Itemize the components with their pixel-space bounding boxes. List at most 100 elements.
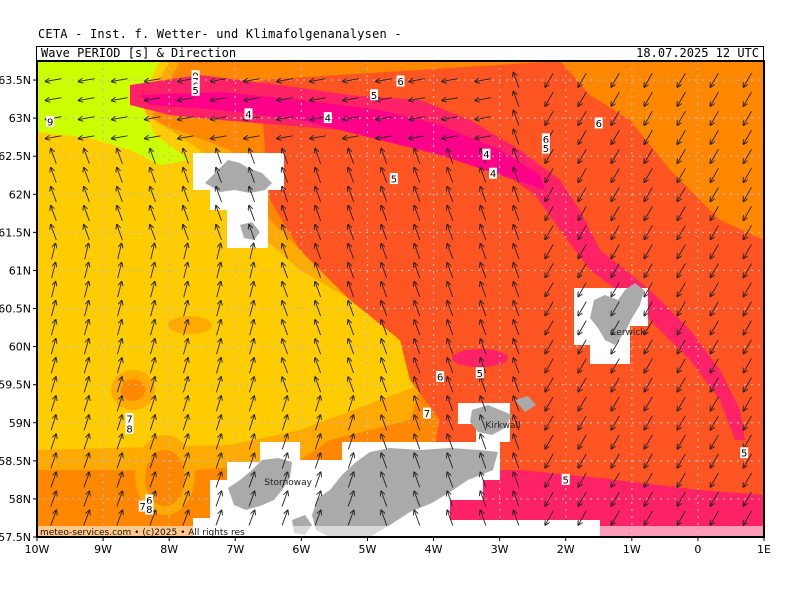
direction-arrow [743,396,752,411]
direction-arrow [84,168,90,183]
direction-arrow [149,510,156,526]
direction-arrow [51,244,56,260]
direction-arrow [282,187,288,202]
direction-arrow [112,117,128,120]
direction-arrow [216,339,221,355]
direction-arrow [182,396,188,412]
direction-arrow [248,472,254,488]
direction-arrow [644,149,653,163]
contour-label: 5 [741,449,747,460]
direction-arrow [248,453,254,469]
contour-label: 7 [140,502,146,513]
direction-arrow [116,377,122,393]
direction-arrow [710,339,719,354]
direction-arrow [277,79,293,82]
contour-label: 4 [490,169,496,180]
map-frame [36,60,765,538]
contour-label-bg [561,473,570,485]
direction-arrow [414,263,421,279]
direction-arrow [545,110,554,125]
direction-arrow [83,377,89,393]
direction-arrow [710,187,719,201]
direction-arrow [578,415,587,430]
contour-label-bg [740,447,749,459]
direction-arrow [381,339,388,355]
direction-arrow [414,168,421,183]
direction-arrow [116,415,122,431]
direction-arrow [348,396,354,412]
direction-arrow [215,453,221,469]
direction-arrow [282,206,288,221]
direction-arrow [79,117,95,120]
direction-arrow [447,472,454,488]
direction-arrow [183,225,189,241]
direction-arrow [216,282,221,298]
direction-arrow [513,149,520,164]
place-label: Lerwick [611,328,646,338]
direction-arrow [117,282,122,298]
direction-arrow [281,510,288,526]
direction-arrow [578,339,587,354]
contour-label-bg [489,167,498,179]
direction-arrow [83,320,88,336]
direction-arrow [644,130,653,144]
direction-arrow [46,136,62,139]
direction-arrow [545,510,554,525]
direction-arrow [480,168,487,183]
lon-tick-label: 1W [623,543,641,556]
direction-arrow [677,168,686,182]
direction-arrow [545,206,554,220]
direction-arrow [644,491,653,506]
direction-arrow [442,136,459,139]
direction-arrow [216,320,221,336]
direction-arrow [677,206,686,220]
direction-arrow [50,339,55,355]
direction-arrow [315,339,322,355]
direction-arrow [743,187,752,201]
direction-arrow [414,396,421,412]
direction-arrow [149,453,155,469]
direction-arrow [84,187,90,202]
direction-arrow [545,91,554,106]
direction-arrow [578,187,587,201]
direction-arrow [743,510,752,525]
contour-label-bg [422,407,431,419]
direction-arrow [149,377,155,393]
direction-arrow [611,206,620,220]
direction-arrow [578,130,587,144]
direction-arrow [84,149,90,164]
direction-arrow [249,187,255,202]
direction-arrow [545,320,554,335]
direction-arrow [578,244,587,258]
direction-arrow [50,415,56,431]
direction-arrow [611,472,620,487]
direction-arrow [347,491,353,507]
direction-arrow [743,206,752,220]
direction-arrow [447,263,454,279]
direction-arrow [710,225,719,239]
direction-arrow [578,168,587,182]
direction-arrow [677,320,686,335]
direction-arrow [611,396,620,411]
direction-arrow [513,282,520,298]
direction-arrow [545,263,554,278]
lon-tick-label: 4W [425,543,443,556]
direction-arrow [677,91,686,106]
direction-arrow [743,434,752,449]
direction-arrow [244,79,260,82]
direction-arrow [480,339,487,355]
orkney-north [515,396,536,412]
direction-arrow [51,168,57,183]
direction-arrow [51,263,56,279]
direction-arrow [51,225,57,241]
direction-arrow [710,415,719,430]
direction-arrow [611,491,620,506]
direction-arrow [513,339,520,355]
direction-arrow [282,377,288,393]
direction-arrow [414,510,421,526]
direction-arrow [480,358,487,374]
direction-arrow [116,491,122,507]
direction-arrow [112,98,128,101]
direction-arrow [644,72,653,87]
direction-arrow [348,263,355,279]
